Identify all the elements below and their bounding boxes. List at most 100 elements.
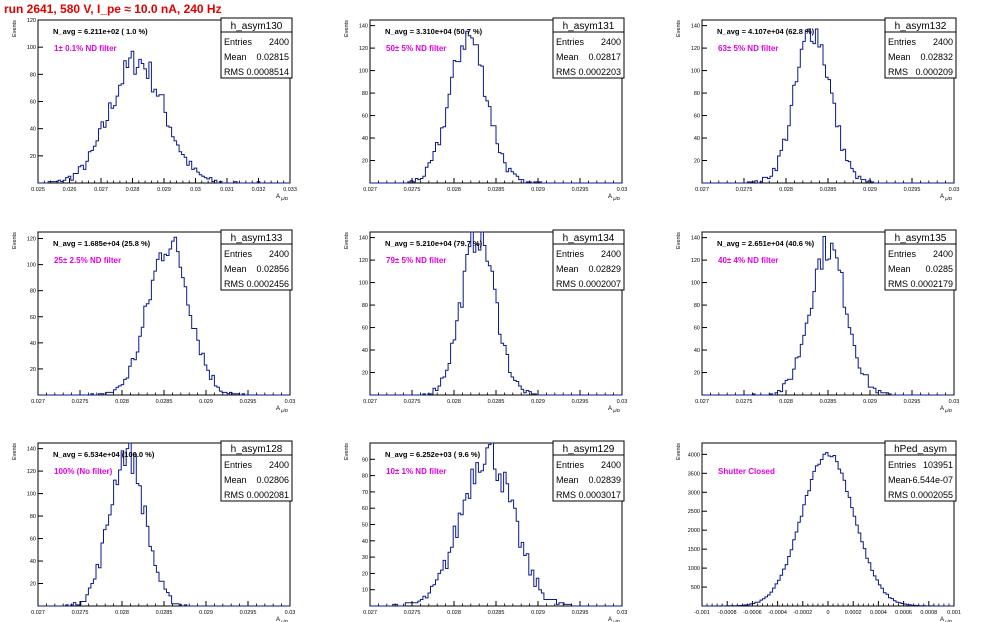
y-tick-label: 40 — [694, 348, 700, 354]
y-tick-label: 60 — [362, 114, 368, 120]
y-tick-label: 3000 — [688, 490, 700, 496]
y-tick-label: 10 — [362, 588, 368, 594]
y-axis-label: Events — [344, 443, 350, 460]
x-axis-label-subscript: μ/D — [945, 196, 953, 201]
stats-box — [552, 229, 625, 291]
x-axis-label-subscript: μ/D — [281, 196, 289, 201]
y-tick-label: 90 — [362, 457, 368, 463]
x-tick-label: 0.0295 — [572, 610, 589, 616]
stats-label: RMS — [888, 279, 908, 289]
navg-title: N_avg = 1.685e+04 (25.8 %) — [53, 239, 151, 248]
y-tick-label: 40 — [30, 127, 36, 133]
filter-annotation: 40± 4% ND filter — [718, 256, 778, 265]
stats-value: 0.0285 — [925, 264, 953, 274]
stats-value: 0.0002055 — [910, 490, 953, 500]
stats-label: Entries — [556, 249, 585, 259]
x-tick-label: 0.0295 — [904, 187, 921, 193]
x-tick-label: 0.029 — [199, 399, 213, 405]
y-tick-label: 40 — [362, 539, 368, 545]
y-tick-label: 100 — [27, 492, 36, 498]
x-tick-label: 0.028 — [126, 187, 140, 193]
x-tick-label: 0.0285 — [156, 399, 173, 405]
y-tick-label: 120 — [359, 46, 368, 52]
y-tick-label: 20 — [30, 367, 36, 373]
histogram-line — [702, 28, 954, 184]
y-tick-label: 80 — [30, 289, 36, 295]
filter-annotation: Shutter Closed — [718, 467, 775, 476]
x-tick-label: 0.0295 — [904, 399, 921, 405]
x-tick-label: 0.027 — [363, 610, 377, 616]
y-tick-label: 100 — [27, 45, 36, 51]
x-tick-label: 0.0275 — [72, 399, 89, 405]
stats-label: Mean — [556, 475, 579, 485]
x-tick-label: 0.0285 — [156, 610, 173, 616]
x-tick-label: 0.03 — [190, 187, 201, 193]
x-tick-label: 0 — [826, 610, 829, 616]
stats-label: Mean — [888, 52, 911, 62]
filter-annotation: 50± 5% ND filter — [386, 44, 446, 53]
x-tick-label: 0.027 — [695, 399, 709, 405]
stats-value: 2400 — [601, 249, 621, 259]
x-axis-label-subscript: μ/D — [613, 408, 621, 413]
x-tick-label: 0.0285 — [820, 187, 837, 193]
histogram-panel-hPed_asym: -0.001 -0.0008 -0.0006 -0.0004 -0.0002 0 0.000… — [676, 440, 961, 622]
filter-annotation: 63± 5% ND filter — [718, 44, 778, 53]
stats-value: 0.02839 — [588, 475, 621, 485]
x-tick-label: 0.0275 — [404, 187, 421, 193]
y-tick-label: 20 — [30, 154, 36, 160]
x-tick-label: 0.0275 — [72, 610, 89, 616]
y-tick-label: 120 — [27, 237, 36, 243]
y-tick-label: 60 — [362, 506, 368, 512]
x-tick-label: 0.029 — [199, 610, 213, 616]
x-tick-label: 0.0275 — [736, 187, 753, 193]
stats-value: 0.0002456 — [246, 279, 289, 289]
histogram-panel-h_asym134: 0.027 0.0275 0.028 0.0285 0.029 0.0295 0.03 20 4… — [344, 229, 627, 413]
stats-value: 2400 — [269, 249, 289, 259]
y-tick-label: 80 — [30, 72, 36, 78]
stats-label: Entries — [556, 460, 585, 470]
y-tick-label: 120 — [27, 469, 36, 475]
y-tick-label: 1500 — [688, 547, 700, 553]
histogram-panel-h_asym128: 0.027 0.0275 0.028 0.0285 0.029 0.0295 0.03 20 4… — [12, 440, 295, 622]
stats-title: h_asym134 — [563, 233, 615, 244]
stats-label: Mean — [224, 475, 247, 485]
y-tick-label: 140 — [27, 447, 36, 453]
histogram-line — [38, 236, 290, 396]
x-tick-label: 0.0295 — [240, 610, 257, 616]
y-tick-label: 100 — [359, 281, 368, 287]
stats-label: Entries — [556, 37, 585, 47]
stats-title: h_asym135 — [895, 233, 947, 244]
x-axis-label: A — [608, 617, 612, 622]
stats-label: RMS — [224, 279, 244, 289]
histogram-line — [370, 442, 622, 607]
y-tick-label: 80 — [362, 474, 368, 480]
histogram-panel-h_asym131: 0.027 0.0275 0.028 0.0285 0.029 0.0295 0.03 20 4… — [344, 17, 628, 201]
x-tick-label: 0.0008 — [920, 610, 937, 616]
stats-value: 0.02815 — [256, 52, 289, 62]
x-tick-label: 0.03 — [617, 187, 628, 193]
stats-title: h_asym128 — [231, 444, 283, 455]
y-tick-label: 60 — [30, 315, 36, 321]
y-tick-label: 60 — [694, 114, 700, 120]
stats-box — [552, 440, 625, 502]
stats-value: 0.02856 — [256, 264, 289, 274]
stats-label: Entries — [224, 460, 253, 470]
x-tick-label: 0.027 — [363, 187, 377, 193]
x-tick-label: 0.029 — [531, 187, 545, 193]
y-tick-label: 80 — [30, 514, 36, 520]
page-title: run 2641, 580 V, I_pe ≈ 10.0 nA, 240 Hz — [4, 2, 222, 16]
x-tick-label: 0.0295 — [572, 399, 589, 405]
y-tick-label: 30 — [362, 555, 368, 561]
stats-value: 0.0002081 — [246, 490, 289, 500]
stats-title: h_asym129 — [563, 444, 615, 455]
x-tick-label: 0.029 — [531, 610, 545, 616]
x-tick-label: -0.001 — [694, 610, 710, 616]
y-tick-label: 100 — [27, 263, 36, 269]
x-axis-label: A — [940, 617, 944, 622]
histogram-panel-h_asym135: 0.027 0.0275 0.028 0.0285 0.029 0.0295 0.03 20 4… — [676, 229, 959, 413]
x-tick-label: 0.0275 — [736, 399, 753, 405]
x-tick-label: -0.0002 — [793, 610, 812, 616]
x-tick-label: 0.03 — [617, 610, 628, 616]
navg-title: N_avg = 6.534e+04 (100.0 %) — [53, 450, 155, 459]
x-tick-label: -0.0008 — [718, 610, 737, 616]
